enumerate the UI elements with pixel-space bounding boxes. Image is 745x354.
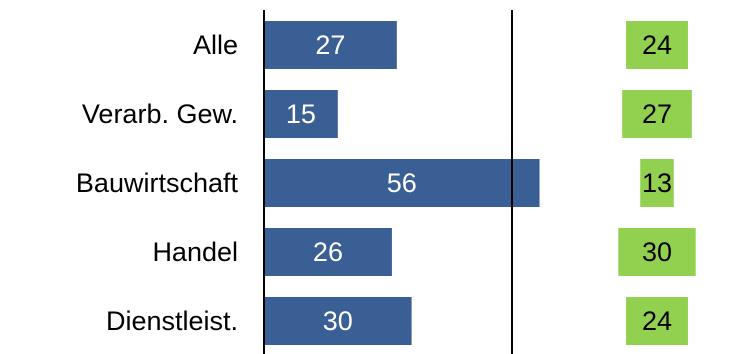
series-0-bar	[264, 90, 338, 138]
category-label: Bauwirtschaft	[76, 168, 239, 198]
series-1-data-label: 13	[642, 168, 672, 198]
series-1-data-label: 24	[642, 30, 672, 60]
series-0-data-label: 26	[313, 237, 343, 267]
category-labels: Alle Verarb. Gew. Bauwirtschaft Handel Diens…	[76, 30, 239, 336]
series-1-bars: 24 27 13 30 24	[618, 21, 696, 345]
series-1-bar	[622, 90, 692, 138]
series-1-data-label: 24	[642, 306, 672, 336]
series-0-data-label: 27	[315, 30, 345, 60]
series-1-bar	[640, 159, 674, 207]
series-1-bar	[618, 228, 696, 276]
category-label: Verarb. Gew.	[82, 99, 238, 129]
series-0-bar	[264, 159, 540, 207]
category-label: Dienstleist.	[106, 306, 238, 336]
series-0-data-label: 56	[387, 168, 417, 198]
series-0-data-label: 15	[286, 99, 316, 129]
category-label: Handel	[152, 237, 238, 267]
series-1-data-label: 27	[642, 99, 672, 129]
series-1-data-label: 30	[642, 237, 672, 267]
series-0-data-label: 30	[323, 306, 353, 336]
series-0-bars: 27 15 56 26 30	[264, 21, 540, 345]
series-1-bar	[626, 297, 688, 345]
category-label: Alle	[193, 30, 238, 60]
series-0-bar	[264, 228, 392, 276]
series-0-bar	[264, 21, 397, 69]
series-0-bar	[264, 297, 412, 345]
series-1-bar	[626, 21, 688, 69]
